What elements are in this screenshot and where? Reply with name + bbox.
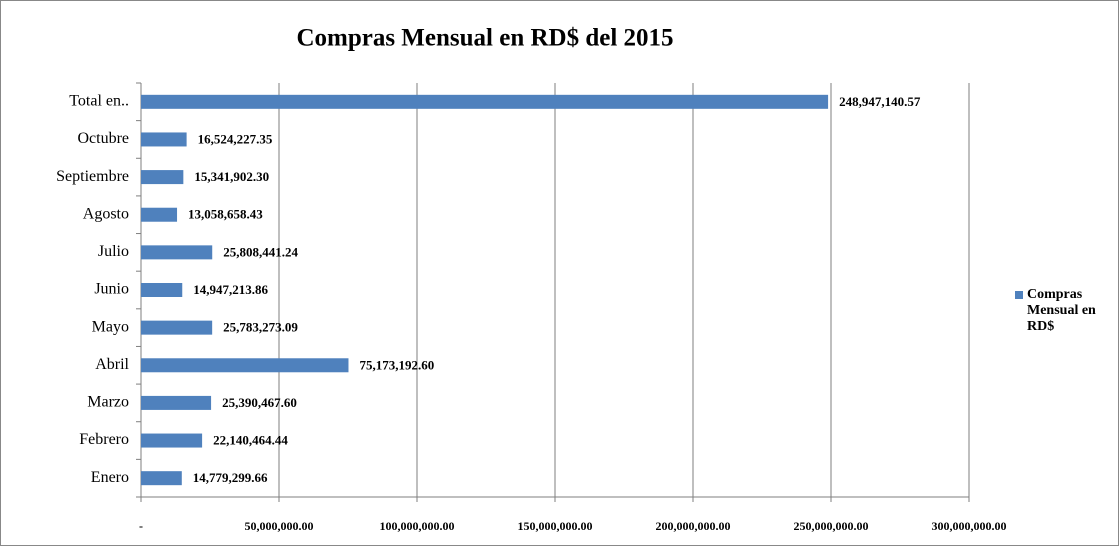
data-label: 22,140,464.44 xyxy=(213,433,288,448)
y-tick-label: Junio xyxy=(94,281,129,298)
bar xyxy=(141,170,184,185)
y-tick-label: Agosto xyxy=(83,205,129,222)
data-label: 16,524,227.35 xyxy=(198,131,273,146)
y-tick-label: Febrero xyxy=(79,431,129,448)
bar xyxy=(141,395,212,410)
data-label: 14,779,299.66 xyxy=(193,470,268,485)
legend-swatch xyxy=(1015,291,1023,299)
bar xyxy=(141,433,203,448)
bar xyxy=(141,245,213,260)
x-tick-label: 100,000,000.00 xyxy=(380,519,455,533)
y-tick-label: Mayo xyxy=(92,318,129,335)
x-tick-label: 150,000,000.00 xyxy=(518,519,593,533)
x-tick-label: 50,000,000.00 xyxy=(245,519,314,533)
x-tick-label: 200,000,000.00 xyxy=(656,519,731,533)
chart-title: Compras Mensual en RD$ del 2015 xyxy=(296,25,673,52)
y-tick-label: Enero xyxy=(91,469,129,486)
bar xyxy=(141,94,829,109)
bar xyxy=(141,358,349,373)
y-tick-label: Abril xyxy=(95,356,129,373)
y-tick-label: Septiembre xyxy=(56,168,129,185)
x-tick-label: 250,000,000.00 xyxy=(794,519,869,533)
y-tick-label: Total en.. xyxy=(69,92,129,109)
x-tick-label: - xyxy=(139,519,143,533)
legend-label: Compras Mensual en RD$ xyxy=(1027,287,1096,334)
data-label: 14,947,213.86 xyxy=(193,282,268,297)
data-label: 25,783,273.09 xyxy=(223,320,298,335)
data-label: 25,808,441.24 xyxy=(223,244,298,259)
data-label: 248,947,140.57 xyxy=(839,94,921,109)
data-label: 75,173,192.60 xyxy=(359,357,434,372)
bar xyxy=(141,132,187,147)
data-label: 15,341,902.30 xyxy=(194,169,269,184)
legend-entry: Compras Mensual en RD$ xyxy=(1027,287,1096,334)
bar xyxy=(141,283,183,297)
bar xyxy=(141,320,213,335)
y-tick-label: Marzo xyxy=(87,394,129,411)
bar xyxy=(141,471,182,486)
x-tick-label: 300,000,000.00 xyxy=(932,519,1007,533)
data-label: 13,058,658.43 xyxy=(188,207,263,222)
y-tick-label: Octubre xyxy=(77,130,129,147)
data-label: 25,390,467.60 xyxy=(222,395,297,410)
bar xyxy=(141,207,178,222)
y-tick-label: Julio xyxy=(98,243,129,260)
